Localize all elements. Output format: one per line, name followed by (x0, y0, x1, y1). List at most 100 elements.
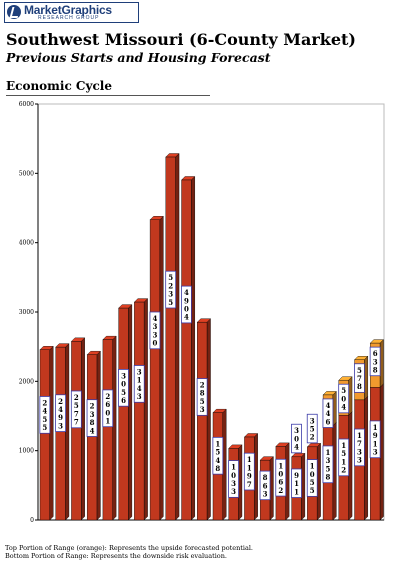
data-label-box (275, 458, 287, 497)
upside-label-box (322, 398, 334, 428)
section-heading: Economic Cycle (6, 79, 112, 93)
bar (149, 219, 161, 521)
data-label-box (196, 378, 208, 416)
bar-side (332, 421, 337, 521)
data-label-box (228, 460, 239, 498)
data-label-box (338, 438, 350, 477)
logo-name: MarketGraphics (24, 3, 112, 17)
bar-side (316, 442, 321, 521)
bar (102, 339, 113, 521)
data-label-box (243, 452, 255, 491)
bar-side (285, 442, 290, 521)
bar-side (159, 215, 164, 521)
section-divider (6, 95, 210, 96)
bar-side (379, 383, 384, 521)
bar-side (191, 176, 195, 521)
data-label-box (354, 428, 365, 467)
upside-label-box (354, 363, 365, 393)
bar-upside-side (379, 339, 384, 388)
y-tick-label: 5000 (19, 170, 34, 177)
data-label-box (86, 399, 98, 437)
bar-side (175, 153, 180, 521)
y-tick-label: 0 (30, 517, 34, 524)
bar-side (112, 335, 117, 521)
logo-subtitle: RESEARCH GROUP (38, 15, 100, 21)
bar-side (269, 456, 274, 521)
bar-side (301, 452, 306, 521)
y-tick-label: 4000 (19, 240, 34, 247)
bar-upside-side (332, 390, 337, 427)
bar (39, 349, 50, 521)
bar-side (222, 408, 227, 521)
data-label-box (212, 436, 224, 475)
data-label-box (102, 389, 114, 428)
y-tick-label: 2000 (19, 378, 34, 385)
upside-label-box (306, 413, 318, 444)
upside-label-box (369, 346, 381, 377)
page-title: Southwest Missouri (6-County Market) (6, 30, 356, 49)
bar (134, 301, 145, 521)
footnote-top: Top Portion of Range (orange): Represent… (5, 544, 253, 552)
bar-side (238, 444, 243, 521)
upside-label-box (291, 423, 302, 454)
data-label-box (133, 365, 145, 403)
data-label-box (291, 468, 302, 498)
page-subtitle: Previous Starts and Housing Forecast (6, 50, 271, 65)
bar (71, 341, 82, 521)
data-label-box (322, 445, 334, 484)
data-label-box (165, 270, 177, 309)
bar (55, 346, 66, 521)
bar (118, 307, 129, 521)
bar (197, 321, 208, 521)
data-label-box (118, 368, 129, 407)
bar-chart: 0100020003000400050006000245519972493199… (19, 101, 385, 524)
bar-side (364, 395, 368, 521)
y-tick-label: 3000 (19, 309, 34, 316)
data-label-box (149, 311, 161, 350)
data-label-box (70, 390, 82, 429)
data-label-box (39, 396, 51, 434)
bar-side (253, 433, 258, 521)
bar-upside-side (364, 355, 368, 401)
logo-mark-icon (7, 5, 21, 19)
bar (181, 179, 192, 521)
data-label-box (259, 470, 271, 501)
logo-frame (4, 2, 139, 23)
data-label-box (55, 394, 66, 432)
bar-upside-side (348, 376, 353, 416)
footnote-bottom: Bottom Portion of Range: Represents the … (5, 552, 227, 560)
bar (86, 354, 98, 521)
bar (165, 156, 176, 521)
bar-side (80, 337, 85, 521)
bar-side (348, 411, 353, 521)
upside-label-box (338, 383, 350, 414)
bar-side (128, 304, 133, 521)
data-label-box (181, 285, 192, 324)
bar-side (49, 345, 54, 521)
